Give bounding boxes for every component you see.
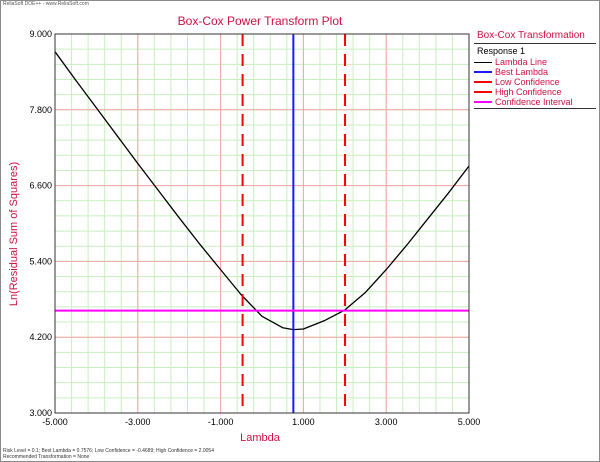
x-tick-label: -3.000 — [125, 417, 151, 427]
legend-divider-bottom — [474, 108, 596, 109]
legend-group-label: Response 1 — [477, 46, 526, 56]
footer-stats: Risk Level = 0.1; Best Lambda = 0.7576; … — [3, 448, 214, 454]
legend-swatch — [474, 81, 492, 83]
grid — [54, 33, 470, 414]
x-tick-label: -5.000 — [42, 417, 68, 427]
legend-swatch — [474, 101, 492, 103]
legend-label: Lambda Line — [495, 57, 548, 67]
legend-label: Confidence Interval — [495, 97, 573, 107]
x-tick-label: 1.000 — [292, 417, 315, 427]
x-tick-label: 3.000 — [375, 417, 398, 427]
chart-title: Box-Cox Power Transform Plot — [177, 14, 343, 28]
legend-entry: Best Lambda — [474, 67, 596, 77]
series-layer — [54, 34, 470, 413]
y-tick-label: 3.000 — [29, 408, 52, 418]
lambda-line — [54, 51, 470, 331]
y-tick-label: 9.000 — [29, 29, 52, 39]
legend-swatch — [474, 91, 492, 93]
plot-area-border — [54, 33, 470, 414]
legend-label: High Confidence — [495, 87, 562, 97]
tick-labels: -5.000 -3.000 -1.000 1.000 3.000 5.000 3.000 4.… — [29, 29, 480, 427]
y-tick-label: 4.200 — [29, 332, 52, 342]
legend-entry: Lambda Line — [474, 57, 596, 67]
legend-divider — [474, 43, 596, 44]
x-axis-label: Lambda — [240, 432, 280, 444]
x-tick-label: -1.000 — [208, 417, 234, 427]
y-tick-label: 7.800 — [29, 105, 52, 115]
y-tick-label: 5.400 — [29, 256, 52, 266]
legend-label: Low Confidence — [495, 77, 560, 87]
legend-swatch — [474, 61, 492, 63]
legend-entry: Confidence Interval — [474, 97, 596, 107]
legend-title: Box-Cox Transformation — [477, 30, 585, 41]
legend-swatch — [474, 71, 492, 73]
brand-text: ReliaSoft DOE++ - www.ReliaSoft.com — [3, 1, 89, 7]
x-tick-label: 5.000 — [458, 417, 481, 427]
legend-items: Lambda Line Best Lambda Low Confidence High… — [474, 57, 596, 107]
legend-entry: Low Confidence — [474, 77, 596, 87]
footer-recommendation: Recommended Transformation = None — [3, 454, 90, 460]
legend-entry: High Confidence — [474, 87, 596, 97]
legend-label: Best Lambda — [495, 67, 549, 77]
y-tick-label: 6.600 — [29, 181, 52, 191]
legend: Box-Cox Transformation Response 1 Lambda… — [474, 30, 596, 111]
